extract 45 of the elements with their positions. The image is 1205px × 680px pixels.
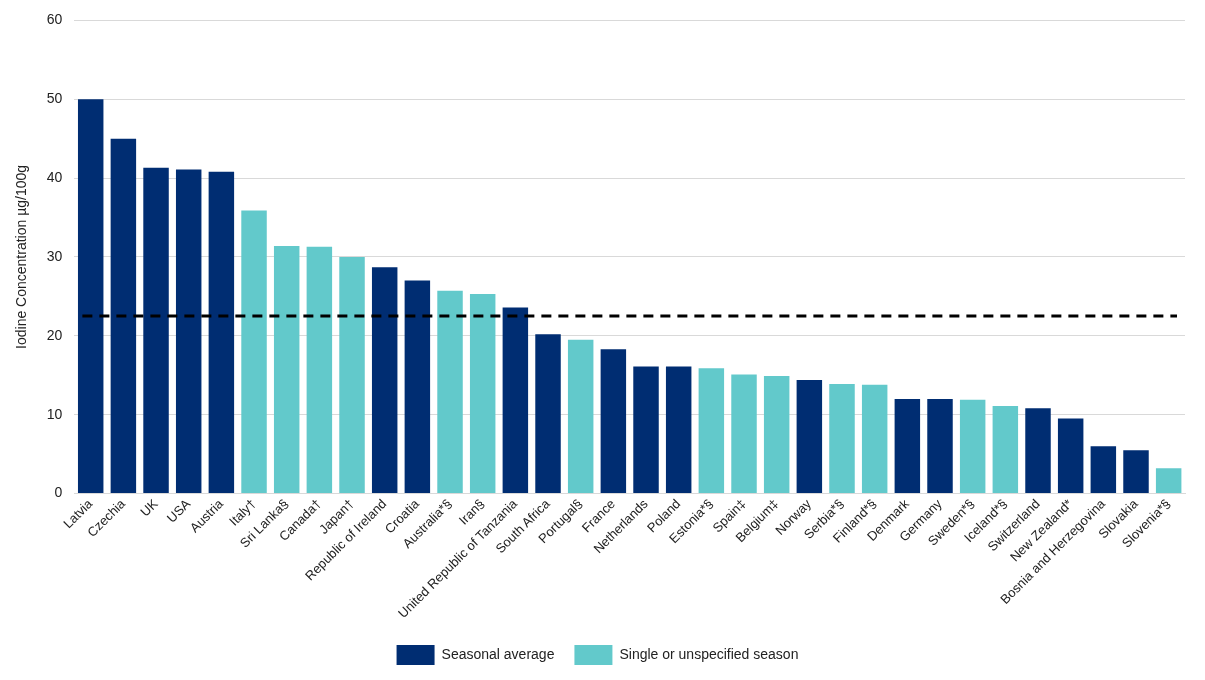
bar [1155, 468, 1182, 493]
bar [208, 171, 235, 493]
bar [535, 334, 561, 493]
bar [241, 210, 267, 493]
bar [175, 169, 202, 493]
bar [731, 374, 757, 493]
bar [371, 267, 398, 493]
bar [665, 366, 692, 493]
bar [763, 376, 790, 493]
y-tick-label: 30 [46, 247, 63, 264]
y-tick-label: 60 [46, 11, 63, 28]
bar [567, 339, 594, 493]
bar [829, 383, 855, 493]
bar [992, 405, 1019, 493]
legend-label: Single or unspecified season [619, 645, 799, 662]
bar [143, 167, 169, 493]
bar [502, 307, 529, 493]
bar [437, 290, 463, 493]
bar [1090, 446, 1117, 493]
bar [927, 398, 953, 493]
bar [959, 399, 986, 493]
bar [339, 256, 365, 493]
bar [1025, 408, 1051, 493]
bar [600, 349, 627, 493]
y-tick-label: 20 [46, 326, 63, 343]
bar [110, 138, 137, 493]
bar [273, 245, 300, 493]
y-tick-label: 40 [46, 168, 63, 185]
y-tick-label: 50 [46, 90, 63, 107]
x-tick-label: UK [137, 495, 161, 520]
bar [469, 294, 496, 493]
bar [306, 246, 333, 493]
bar [1057, 418, 1084, 493]
bar [77, 99, 104, 493]
bar [404, 280, 431, 493]
bar [633, 366, 659, 493]
y-tick-label: 10 [46, 405, 63, 422]
bar [1123, 450, 1149, 493]
bar [698, 368, 725, 493]
y-tick-label: 0 [54, 484, 63, 501]
y-axis-title: Iodine Concentration µg/100g [13, 164, 30, 349]
bar [796, 379, 823, 493]
bar [861, 384, 888, 493]
bar [894, 398, 921, 493]
legend-label: Seasonal average [441, 645, 555, 662]
